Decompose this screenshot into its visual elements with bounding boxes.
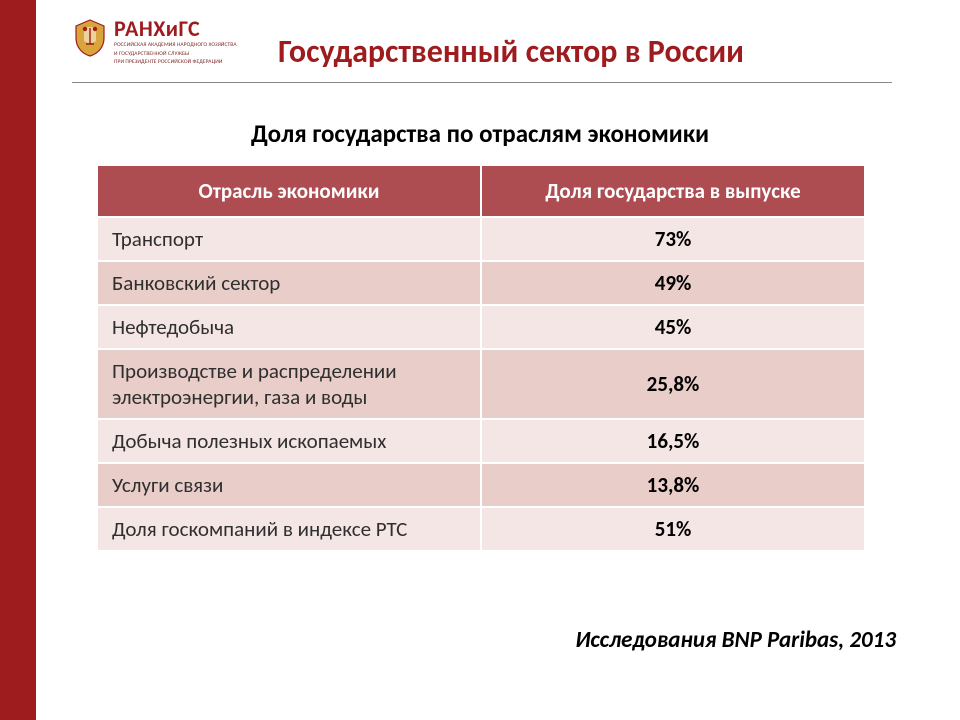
cell-sector: Добыча полезных ископаемых	[97, 419, 481, 463]
cell-sector: Транспорт	[97, 217, 481, 261]
logo-text-sub2: И ГОСУДАРСТВЕННОЙ СЛУЖБЫ	[114, 51, 237, 58]
table-row: Банковский сектор49%	[97, 261, 865, 305]
cell-sector: Нефтедобыча	[97, 305, 481, 349]
cell-value: 25,8%	[481, 349, 865, 419]
subtitle: Доля государства по отраслям экономики	[0, 118, 960, 149]
table-row: Транспорт73%	[97, 217, 865, 261]
cell-value: 45%	[481, 305, 865, 349]
cell-sector: Банковский сектор	[97, 261, 481, 305]
table-row: Нефтедобыча45%	[97, 305, 865, 349]
logo: РАНХиГС РОССИЙСКАЯ АКАДЕМИЯ НАРОДНОГО ХО…	[72, 18, 237, 66]
cell-value: 49%	[481, 261, 865, 305]
cell-sector: Услуги связи	[97, 463, 481, 507]
cell-value: 13,8%	[481, 463, 865, 507]
table-row: Услуги связи13,8%	[97, 463, 865, 507]
logo-text-sub1: РОССИЙСКАЯ АКАДЕМИЯ НАРОДНОГО ХОЗЯЙСТВА	[114, 42, 237, 49]
table-row: Производстве и распределении электроэнер…	[97, 349, 865, 419]
col-header-sector: Отрасль экономики	[97, 165, 481, 217]
table-row: Добыча полезных ископаемых16,5%	[97, 419, 865, 463]
accent-bar	[0, 0, 36, 720]
cell-sector: Производстве и распределении электроэнер…	[97, 349, 481, 419]
cell-sector: Доля госкомпаний в индексе РТС	[97, 507, 481, 551]
col-header-value: Доля государства в выпуске	[481, 165, 865, 217]
cell-value: 16,5%	[481, 419, 865, 463]
source-citation: Исследования BNP Paribas, 2013	[575, 626, 896, 654]
sector-table: Отрасль экономики Доля государства в вып…	[96, 164, 866, 552]
emblem-icon	[72, 18, 108, 58]
logo-text-main: РАНХиГС	[114, 18, 237, 40]
page-title: Государственный сектор в России	[278, 32, 744, 71]
title-underline	[72, 82, 892, 83]
cell-value: 51%	[481, 507, 865, 551]
cell-value: 73%	[481, 217, 865, 261]
table-row: Доля госкомпаний в индексе РТС51%	[97, 507, 865, 551]
logo-text-sub3: ПРИ ПРЕЗИДЕНТЕ РОССИЙСКОЙ ФЕДЕРАЦИИ	[114, 59, 237, 66]
